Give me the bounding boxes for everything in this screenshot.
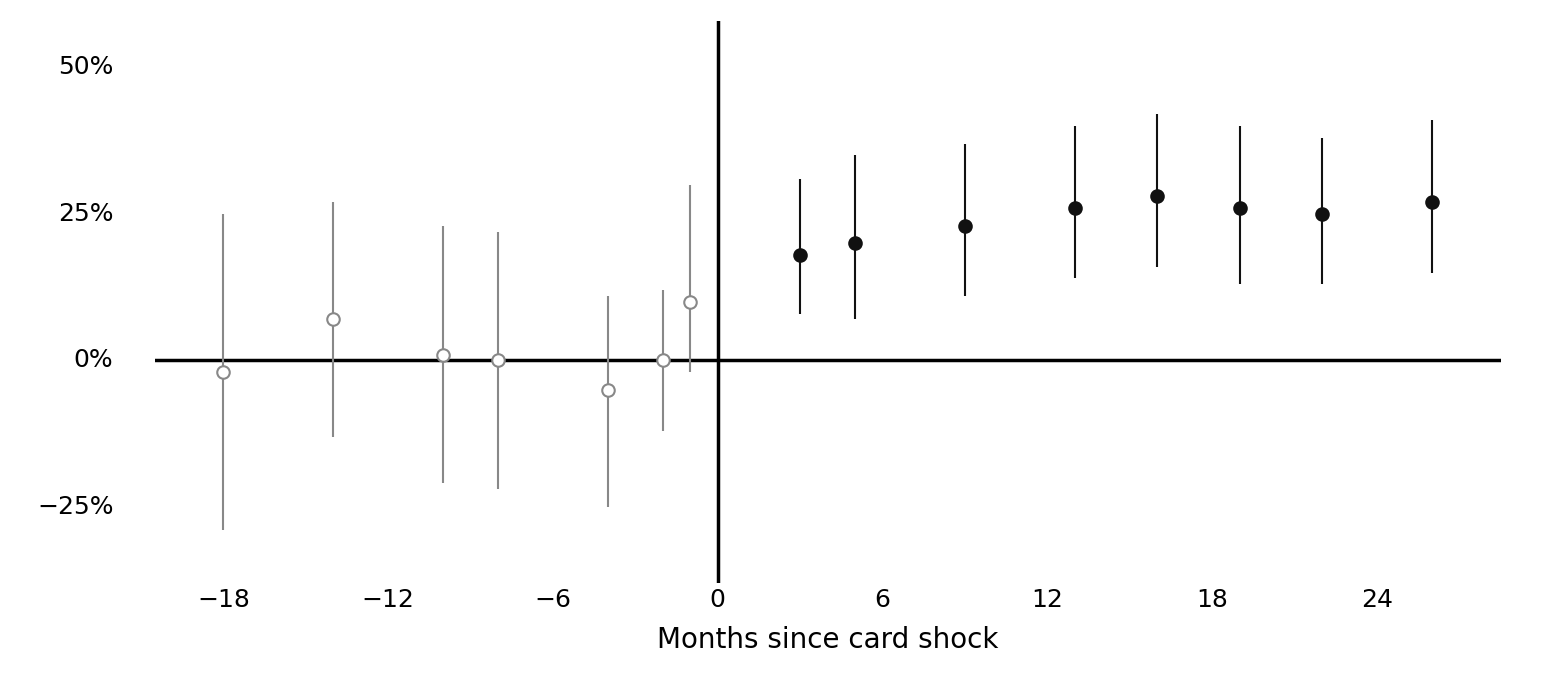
Text: 50%: 50%: [59, 56, 113, 80]
Text: 25%: 25%: [57, 202, 113, 226]
Text: −25%: −25%: [37, 495, 113, 519]
Text: 0%: 0%: [74, 348, 113, 372]
X-axis label: Months since card shock: Months since card shock: [657, 626, 998, 654]
